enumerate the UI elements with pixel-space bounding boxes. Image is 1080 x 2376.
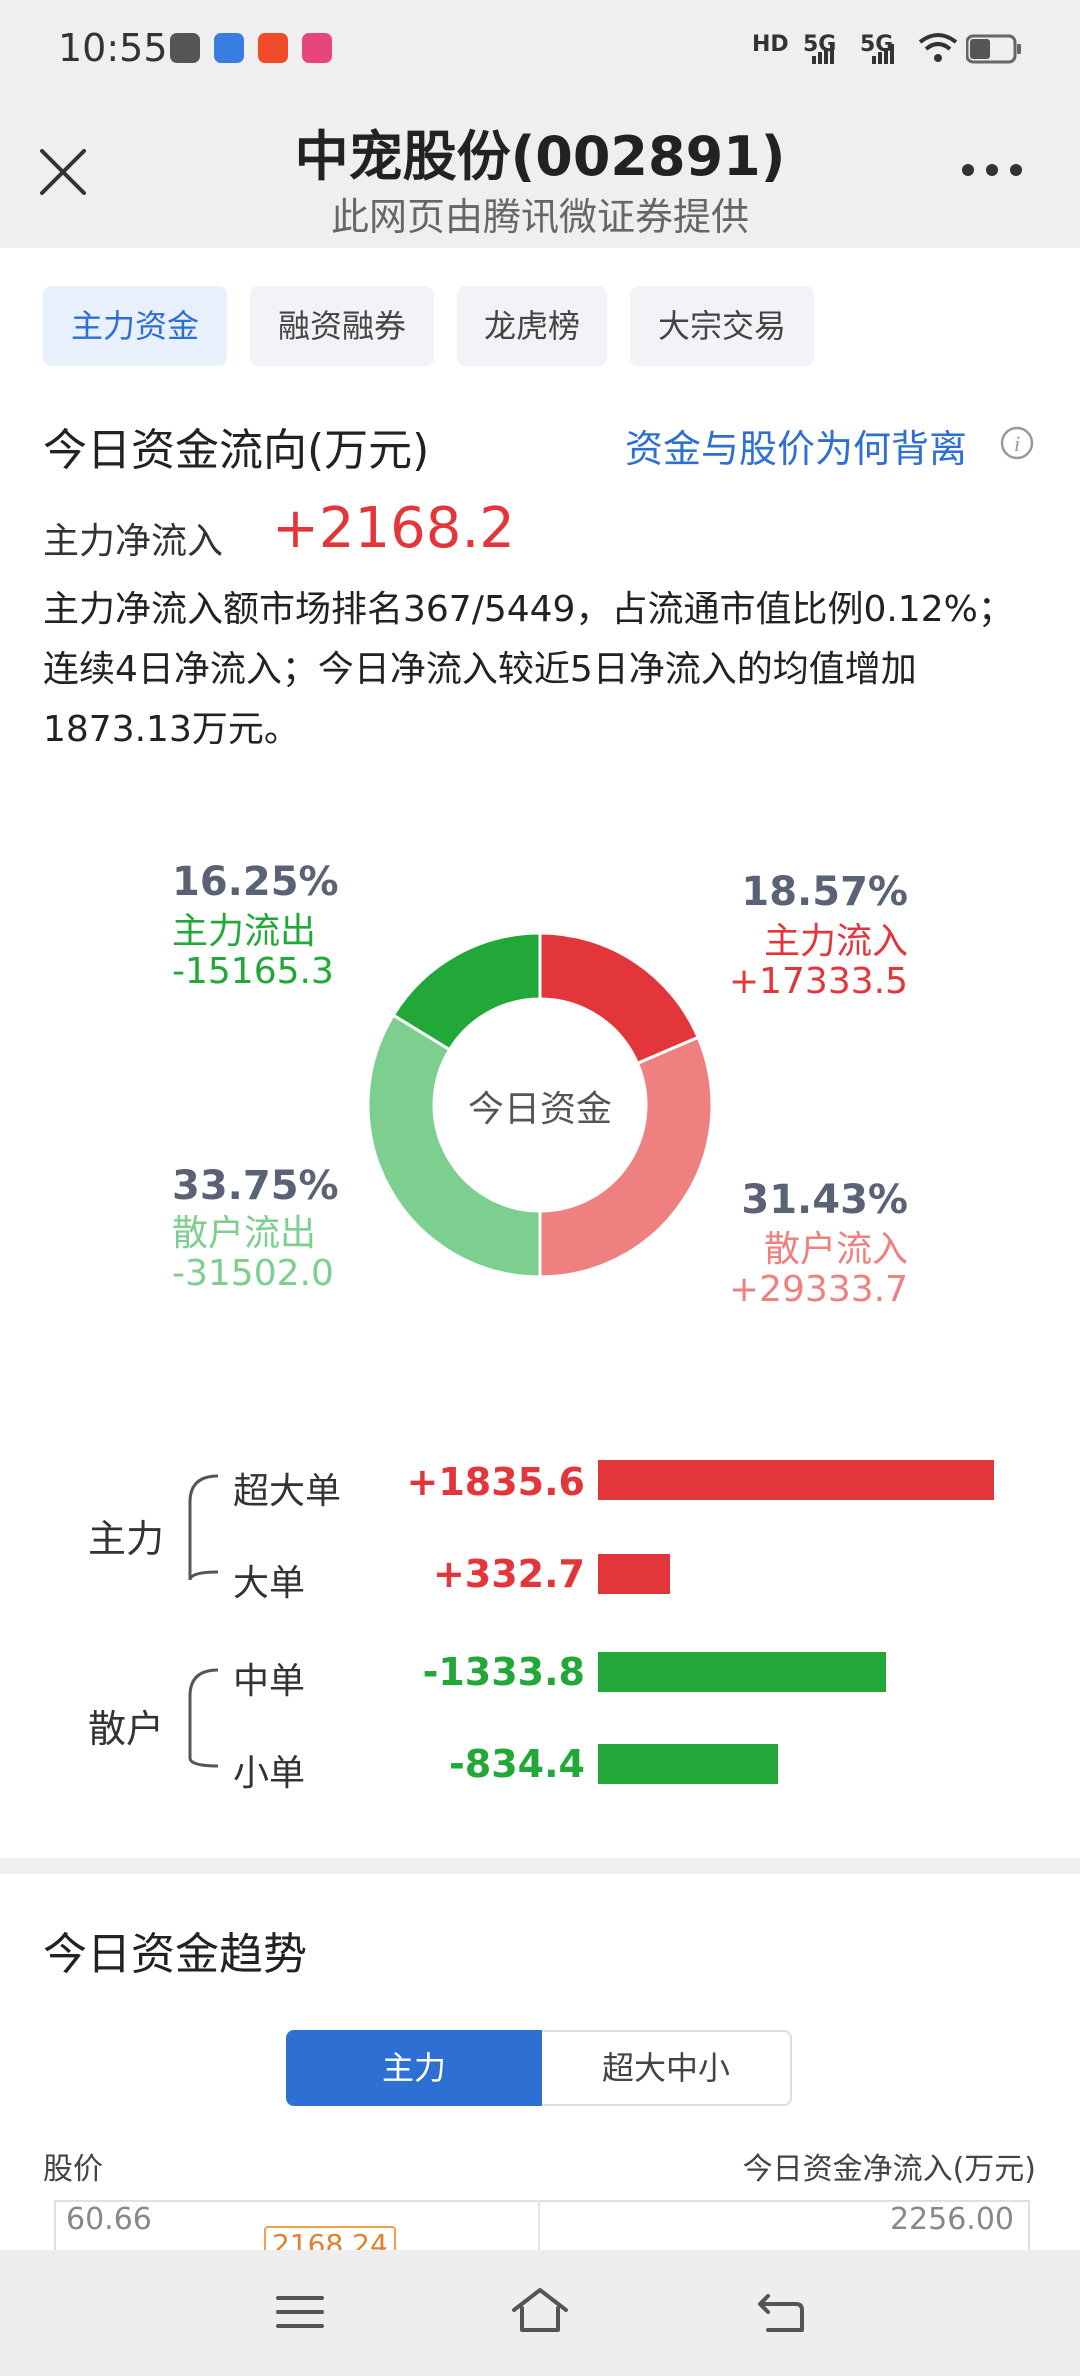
svg-text:i: i: [1014, 431, 1020, 456]
menu-icon[interactable]: [276, 2292, 324, 2332]
flow-top-value: 2256.00: [889, 2202, 1014, 2237]
tab-main-funds[interactable]: 主力资金: [43, 286, 227, 366]
main-out-value: -15165.3: [172, 951, 334, 992]
order-bar-medium: [598, 1652, 886, 1692]
tab-margin-trading[interactable]: 融资融券: [250, 286, 434, 366]
trend-chart-midline: [538, 2200, 540, 2260]
notification-icon: [170, 33, 200, 63]
main-in-label: 主力流入: [763, 921, 908, 962]
system-nav-bar: [0, 2250, 1080, 2376]
taobao-icon: [258, 33, 288, 63]
close-icon[interactable]: [38, 147, 88, 197]
donut-slice-retail-out: [366, 1013, 542, 1279]
flow-axis-label: 今日资金净流入(万元): [742, 2152, 1036, 2187]
order-label-small: 小单: [233, 1753, 306, 1794]
battery-icon: [966, 34, 1021, 64]
retail-out-label: 散户流出: [172, 1213, 317, 1254]
info-icon[interactable]: i: [1000, 426, 1034, 460]
trend-title: 今日资金趋势: [43, 1929, 307, 1980]
order-value-large: +332.7: [432, 1552, 585, 1596]
donut-chart: [366, 931, 714, 1279]
donut-slice-retail-in: [538, 1035, 714, 1279]
group-label-main: 主力: [88, 1517, 165, 1561]
main-out-percent: 16.25%: [172, 859, 339, 905]
tab-dragon-tiger[interactable]: 龙虎榜: [457, 286, 607, 366]
retail-out-percent: 33.75%: [172, 1163, 339, 1209]
order-label-medium: 中单: [233, 1661, 306, 1702]
segment-main[interactable]: 主力: [286, 2030, 542, 2106]
title-bar: [0, 96, 1080, 248]
donut-center-label: 今日资金: [467, 1089, 612, 1130]
group-label-retail: 散户: [88, 1707, 165, 1751]
flow-title: 今日资金流向(万元): [43, 425, 430, 476]
wifi-icon: [918, 33, 958, 62]
back-icon[interactable]: [754, 2290, 808, 2336]
price-axis-label: 股价: [43, 2152, 103, 2187]
hd-indicator: HD: [752, 32, 789, 57]
retail-out-value: -31502.0: [172, 1253, 334, 1294]
flow-summary: 主力净流入额市场排名367/5449，占流通市值比例0.12%；连续4日净流入；…: [43, 589, 1014, 750]
app-icon-1: [214, 33, 244, 63]
net-inflow-label: 主力净流入: [43, 521, 224, 562]
page-title: 中宠股份(002891): [294, 125, 786, 188]
section-divider: [0, 1858, 1080, 1874]
retail-in-label: 散户流入: [763, 1229, 908, 1270]
tab-block-trade[interactable]: 大宗交易: [630, 286, 814, 366]
order-value-small: -834.4: [449, 1742, 585, 1786]
trend-chart-frame: [54, 2200, 1030, 2262]
signal-icon: [812, 44, 894, 64]
home-icon[interactable]: [510, 2284, 570, 2336]
main-in-percent: 18.57%: [741, 869, 908, 915]
status-time: 10:55: [58, 26, 168, 70]
price-top-value: 60.66: [66, 2202, 152, 2237]
divergence-link[interactable]: 资金与股价为何背离: [625, 427, 968, 471]
main-in-value: +17333.5: [728, 961, 908, 1002]
order-value-xl: +1835.6: [406, 1460, 585, 1504]
retail-in-value: +29333.7: [728, 1269, 908, 1310]
donut-slice-main-out: [391, 931, 542, 1052]
order-bar-xl: [598, 1460, 994, 1500]
order-value-medium: -1333.8: [422, 1650, 585, 1694]
order-bar-small: [598, 1744, 778, 1784]
page-subtitle: 此网页由腾讯微证券提供: [330, 195, 749, 239]
more-icon[interactable]: [960, 160, 1024, 180]
retail-in-percent: 31.43%: [741, 1177, 908, 1223]
order-label-large: 大单: [233, 1563, 306, 1604]
net-inflow-value: +2168.2: [272, 496, 515, 561]
order-bar-large: [598, 1554, 670, 1594]
shopping-icon: [302, 33, 332, 63]
segment-by-size[interactable]: 超大中小: [542, 2030, 792, 2106]
main-out-label: 主力流出: [172, 911, 317, 952]
order-label-xl: 超大单: [233, 1471, 342, 1512]
group-brackets: [188, 1474, 219, 1768]
